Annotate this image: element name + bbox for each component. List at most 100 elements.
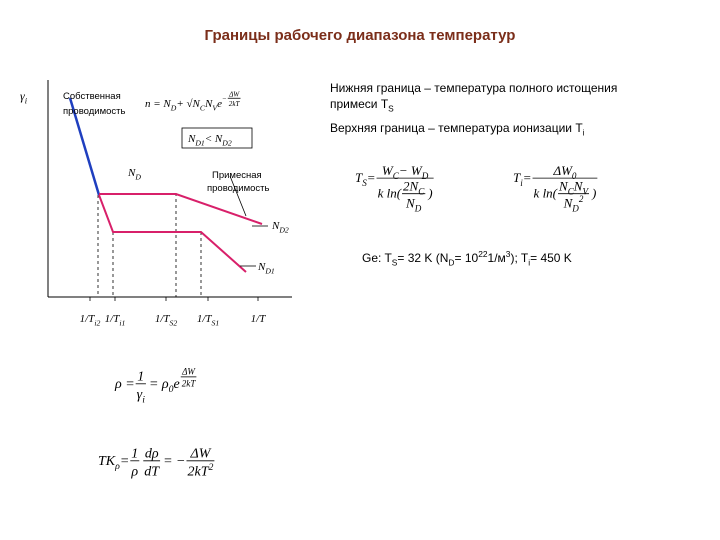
text-run: n = N — [145, 98, 171, 110]
text-run: ) — [427, 186, 432, 201]
text-run: T — [513, 170, 521, 185]
denominator: 2kT — [229, 100, 241, 108]
text-block: Примесная — [212, 170, 262, 181]
text-block: Границы рабочего диапазона температур — [205, 27, 516, 44]
formula-part: TK ρ = — [98, 454, 129, 472]
text-run: < N — [205, 133, 223, 145]
text-run: γ — [137, 388, 143, 403]
formula-part: ) — [591, 186, 596, 201]
text-run: 2kT — [182, 378, 197, 388]
text-run: = 450 K — [530, 251, 572, 265]
text-run: ΔW — [189, 446, 211, 461]
text-run: i — [528, 258, 530, 268]
text-run: V — [212, 103, 218, 112]
numerator: ΔW 0 — [552, 163, 576, 181]
text-run: W — [382, 163, 394, 178]
text-block: N D1 < N D2 — [187, 133, 232, 147]
text-run: γ — [20, 89, 25, 103]
text-run: N — [204, 98, 213, 110]
text-run: = — [120, 454, 129, 469]
text-run: i — [142, 395, 145, 406]
text-run: = ρ — [149, 377, 169, 392]
formula-part: 1ρ — [130, 446, 140, 480]
text-run: = — [367, 170, 376, 185]
text-block: N D2 — [271, 220, 289, 234]
formula-part: − — [222, 94, 227, 102]
text-run: ΔW — [181, 367, 196, 377]
formula-part: − ΔW 2kT — [222, 90, 241, 107]
formula-part: 2N C — [403, 178, 425, 196]
formula-part: ) — [427, 186, 432, 201]
formula-part: N D2 — [563, 194, 584, 213]
text-run: = − — [163, 454, 185, 469]
text-run: D — [571, 203, 579, 213]
text-run: e — [217, 98, 222, 110]
text-run: i2 — [94, 318, 100, 327]
numerator: ΔW — [189, 446, 211, 461]
text-run: C — [200, 103, 206, 112]
formula-part: 1 — [137, 369, 144, 384]
text-run: Ge: T — [362, 251, 392, 265]
text-run: dT — [144, 465, 160, 480]
formula-part: 2kT — [229, 100, 241, 108]
text-run: D — [170, 103, 177, 112]
text-run: 1/T — [80, 313, 96, 325]
text-run: = — [523, 170, 532, 185]
text-run: S2 — [170, 318, 178, 327]
intrinsic-curve — [68, 97, 101, 196]
text-run: 0 — [572, 171, 577, 181]
formula-part: ΔW — [181, 367, 196, 377]
condition-box — [181, 127, 253, 149]
text-run: D — [448, 258, 454, 268]
formula-part: ΔW — [228, 90, 240, 98]
text-run: Собственная — [63, 91, 121, 102]
text-run: C — [393, 171, 400, 181]
text-run: N — [127, 167, 136, 179]
text-run: S — [392, 258, 398, 268]
text-block: 1/T i1 — [105, 313, 126, 327]
text-run: i1 — [119, 318, 125, 327]
text-run: D1 — [194, 138, 205, 147]
text-run: D2 — [278, 225, 289, 234]
text-run: 2 — [579, 194, 584, 204]
formula-part: N C N VN D2 — [558, 178, 589, 213]
text-run: 2kT — [229, 100, 241, 108]
text-run: i — [520, 178, 523, 188]
text-run: − — [222, 94, 227, 102]
denominator: N D2 — [563, 194, 584, 213]
numerator: ΔW — [181, 367, 196, 377]
numerator: 1 — [131, 446, 138, 461]
numerator: ΔW — [228, 90, 240, 98]
text-run: i — [583, 128, 585, 138]
text-run: 1/м — [488, 251, 506, 265]
text-run: ΔW — [552, 163, 573, 178]
text-run: k ln( — [534, 186, 558, 201]
formula-part: ΔW 0 k ln(N C N VN D2) — [532, 163, 598, 213]
text-run: 1/T — [155, 313, 171, 325]
formula-part: ΔW — [189, 446, 211, 461]
text-run: 22 — [478, 249, 488, 259]
text-run: ΔW — [228, 90, 240, 98]
text-run: S — [362, 178, 367, 188]
text-run: D1 — [264, 266, 275, 275]
text-run: = 10 — [454, 251, 478, 265]
text-run: Нижняя граница – температура полного ист… — [330, 81, 617, 95]
text-run: V — [582, 186, 589, 196]
denominator: dT — [144, 465, 160, 480]
formula-part: 2kT — [182, 378, 197, 388]
numerator: dρ — [145, 446, 159, 461]
formula-part: 1 γ i — [135, 369, 146, 406]
